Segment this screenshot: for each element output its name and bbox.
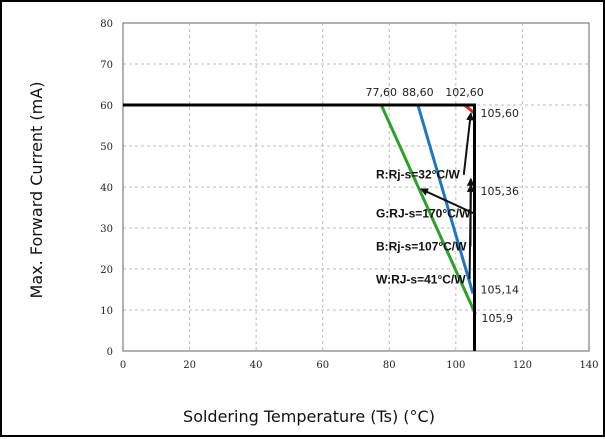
y-axis-ticks: 0 10 20 30 40 50 60 70 80 — [100, 19, 113, 358]
callout-label: G:RJ-s=170°C/W — [376, 207, 471, 221]
callout-label: W:RJ-s=41°C/W — [376, 272, 466, 286]
y-tick-label: 30 — [100, 224, 113, 235]
y-tick-label: 50 — [100, 142, 113, 153]
y-tick-label: 20 — [100, 265, 113, 276]
callout-arrow — [470, 185, 471, 279]
y-tick-label: 0 — [107, 347, 113, 358]
x-tick-label: 140 — [579, 360, 598, 371]
point-label: 88,60 — [402, 86, 434, 99]
x-tick-label: 60 — [316, 360, 329, 371]
x-tick-label: 0 — [120, 360, 126, 371]
callout-arrow — [464, 113, 471, 175]
point-label: 105,60 — [480, 107, 519, 120]
x-tick-label: 120 — [513, 360, 532, 371]
y-tick-label: 70 — [100, 60, 113, 71]
y-tick-label: 10 — [100, 306, 113, 317]
y-tick-label: 80 — [100, 19, 113, 30]
point-label: 105,36 — [480, 185, 519, 198]
x-tick-label: 20 — [183, 360, 196, 371]
point-label: 102,60 — [445, 86, 484, 99]
x-tick-label: 40 — [250, 360, 263, 371]
y-tick-label: 40 — [100, 183, 113, 194]
point-label: 77,60 — [366, 86, 398, 99]
y-tick-label: 60 — [100, 101, 113, 112]
y-axis-title: Max. Forward Current (mA) — [27, 82, 46, 299]
callout-label: B:Rj-s=107°C/W — [376, 239, 467, 253]
x-tick-label: 100 — [446, 360, 465, 371]
x-tick-label: 80 — [383, 360, 396, 371]
x-axis-ticks: 0 20 40 60 80 100 120 140 — [120, 360, 599, 371]
x-axis-title: Soldering Temperature (Ts) (°C) — [183, 407, 435, 426]
grid-lines — [123, 23, 589, 351]
point-label: 105,14 — [480, 284, 519, 297]
point-label: 105,9 — [481, 312, 513, 325]
callout-label: R:Rj-s=32°C/W — [376, 168, 460, 182]
